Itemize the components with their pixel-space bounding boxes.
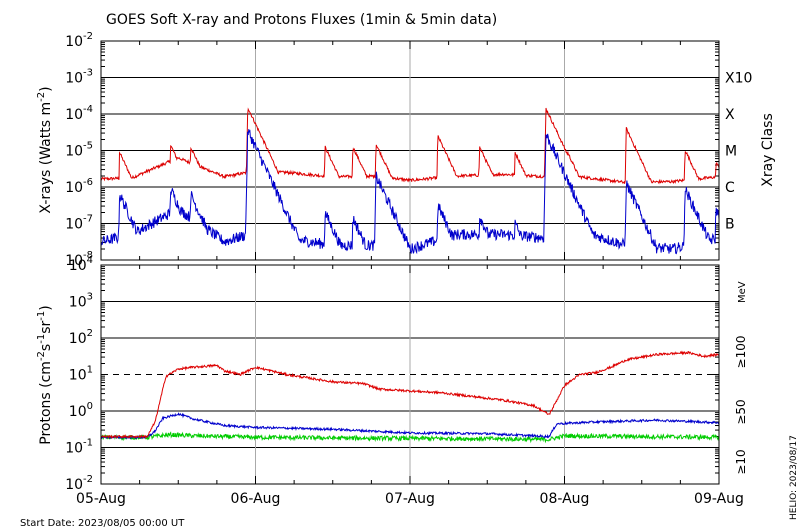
xtick-label: 05-Aug [76,491,126,507]
proton-ytick-label: 104 [69,255,93,274]
xtick-label: 06-Aug [231,491,281,507]
proton-unit-label: MeV [737,281,748,303]
proton-series-line [100,350,720,440]
xray-ytick-label: 10-4 [65,104,93,123]
xray-ytick-label: 10-2 [65,31,93,50]
chart-title: GOES Soft X-ray and Protons Fluxes (1min… [106,12,497,28]
proton-ylabel: Protons (cm-2s-1sr-1) [36,305,54,444]
xray-class-label: X [725,107,735,123]
proton-ytick-label: 103 [69,292,93,311]
xray-ytick-label: 10-7 [65,214,93,233]
xray-class-title: Xray Class [760,113,776,187]
proton-panel: 10-2 10-1 100 101 102 103 104 Protons (cm-2s-1s… [36,255,748,493]
proton-ytick-label: 100 [69,401,93,420]
xtick-label: 07-Aug [385,491,435,507]
proton-ytick-label: 10-1 [65,438,93,457]
xray-class-label: B [725,217,735,233]
proton-series-line [100,412,720,440]
start-date: Start Date: 2023/08/05 00:00 UT [20,518,185,529]
proton-ytick-label: 102 [69,328,93,347]
xtick-label: 08-Aug [540,491,590,507]
credit-label: HELIO: 2023/08/17 [789,435,799,520]
xray-series-line [100,129,720,255]
xray-ytick-label: 10-3 [65,68,93,87]
legend-entry: ≥10 [734,449,748,474]
xray-series-line [100,107,720,185]
xray-ytick-label: 10-6 [65,177,93,196]
time-axis: 05-Aug 06-Aug 07-Aug 08-Aug 09-Aug [76,41,744,507]
xray-ytick-label: 10-8 [65,250,93,269]
xray-panel: 10-8 10-7 10-6 10-5 10-4 10-3 10-2 X-rays (Watt… [36,31,776,269]
xray-ytick-label: 10-5 [65,141,93,160]
legend-entry: ≥100 [734,336,748,369]
proton-series-line [100,431,719,444]
xray-class-label: X10 [725,71,752,87]
xray-class-label: C [725,180,735,196]
xtick-label: 09-Aug [694,491,744,507]
proton-ytick-label: 101 [69,365,93,384]
xray-class-label: M [725,144,737,160]
xray-ylabel: X-rays (Watts m-2) [36,86,54,213]
proton-ytick-label: 10-2 [65,474,93,493]
legend-entry: ≥50 [734,399,748,424]
